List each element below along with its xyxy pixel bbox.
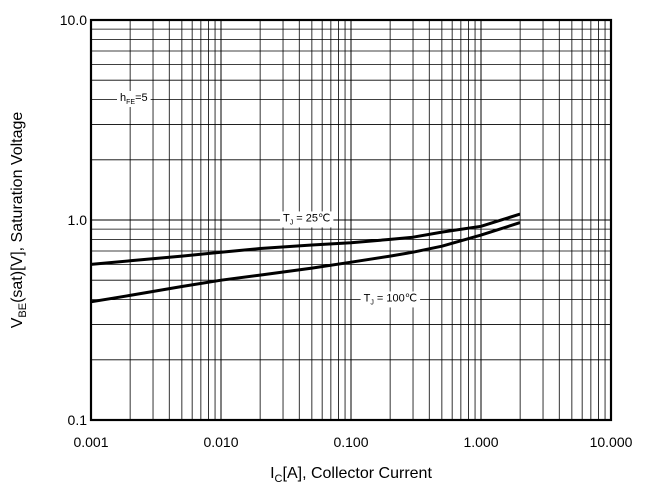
x-tick-label: 10.000 — [590, 434, 633, 450]
series-label-1-text: TJ = 25℃ — [283, 212, 330, 226]
y-tick-label: 10.0 — [60, 12, 87, 28]
series-label-2-text: TJ = 100℃ — [364, 292, 417, 306]
series-label-1: TJ = 25℃ — [280, 211, 334, 228]
series-lines — [90, 212, 521, 304]
hfe-annotation-text: hFE=5 — [120, 92, 148, 106]
x-tick-label: 1.000 — [463, 434, 498, 450]
hfe-annotation-bg — [117, 91, 151, 107]
y-tick-label: 1.0 — [68, 212, 88, 228]
series-line-2 — [90, 221, 521, 304]
y-tick-label: 0.1 — [68, 412, 88, 428]
tick-labels: 0.001 0.010 0.100 1.000 10.000 0.1 1.0 10.0 — [60, 12, 633, 450]
series-label-2: TJ = 100℃ — [360, 291, 421, 308]
series-line-1 — [90, 212, 521, 266]
x-tick-label: 0.010 — [203, 434, 238, 450]
x-axis-label: IC[A], Collector Current — [270, 465, 432, 485]
hfe-annotation: hFE=5 — [117, 91, 151, 107]
x-tick-label: 0.100 — [333, 434, 368, 450]
series-label-2-bg — [360, 291, 421, 308]
y-axis-label: VBE(sat)[V], Saturation Voltage — [9, 112, 29, 329]
plot-frame — [89, 18, 613, 422]
annotations: hFE=5 TJ = 25℃ TJ = 100℃ — [117, 91, 421, 308]
x-tick-label: 0.001 — [73, 434, 108, 450]
grid-lines — [90, 19, 612, 421]
series-label-1-bg — [280, 211, 334, 228]
